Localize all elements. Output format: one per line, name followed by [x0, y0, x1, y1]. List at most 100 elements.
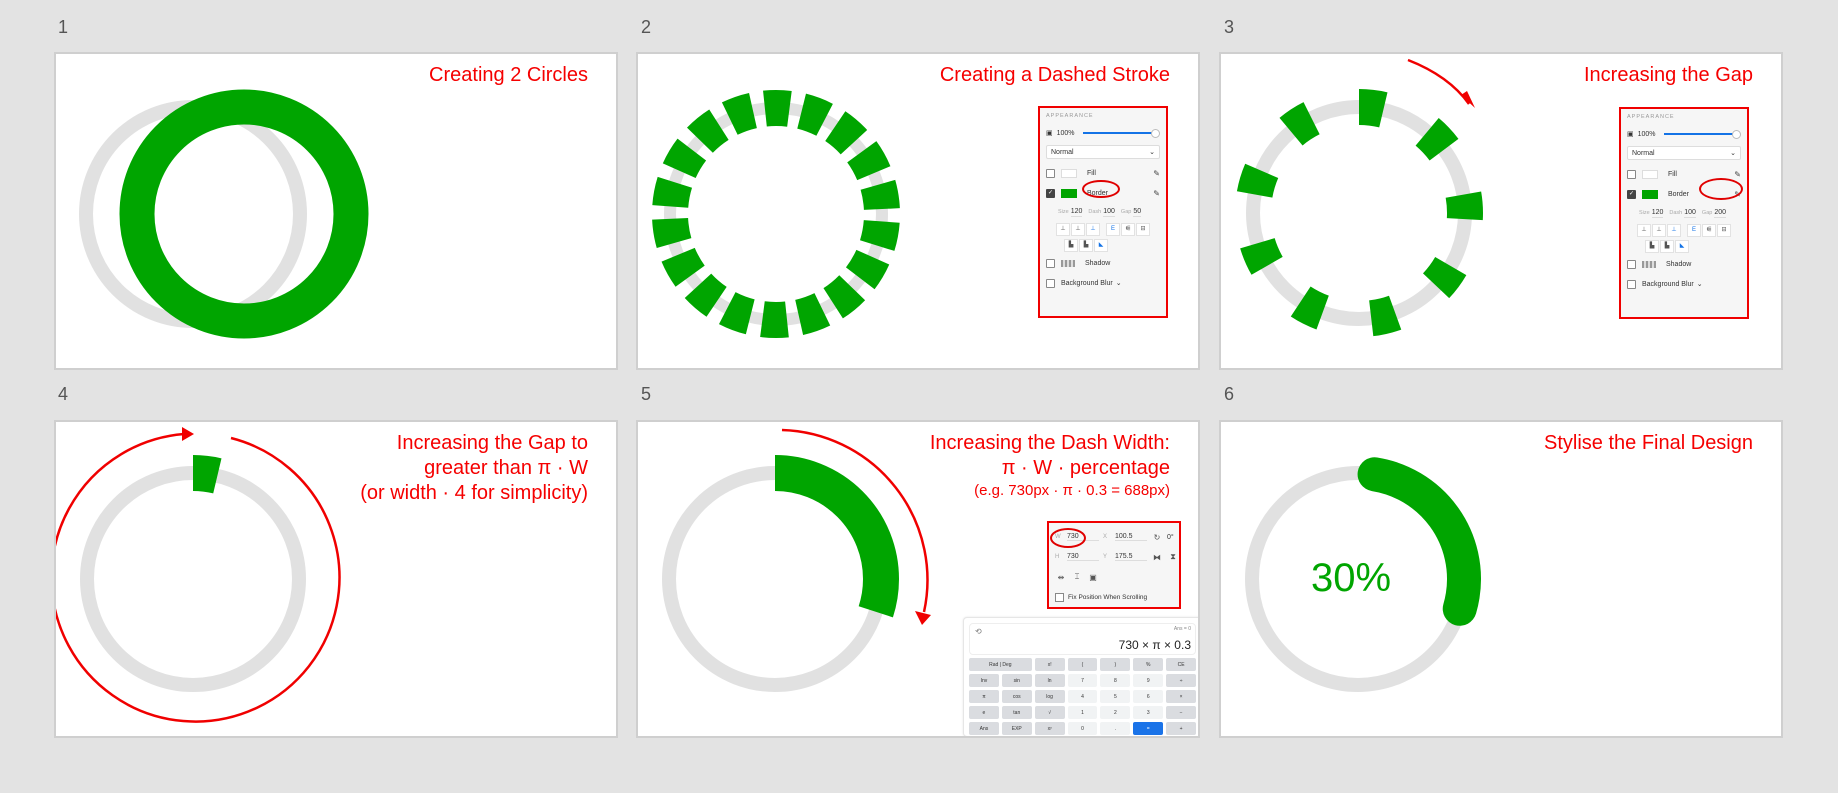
calc-key-rad-deg[interactable]: Rad | Deg	[969, 658, 1032, 671]
distribute-horizontal-icon[interactable]: ⇹	[1057, 572, 1065, 582]
calc-key-3[interactable]: 3	[1133, 706, 1164, 719]
calc-key-5[interactable]: 5	[1100, 690, 1131, 703]
fill-swatch[interactable]	[1642, 169, 1658, 179]
stroke-center-icon[interactable]: ⊥	[1086, 222, 1100, 236]
shadow-checkbox[interactable]	[1046, 258, 1055, 268]
calc-key-tan[interactable]: tan	[1001, 706, 1032, 719]
background-blur-checkbox[interactable]	[1627, 279, 1636, 289]
calc-key-ans[interactable]: Ans	[969, 722, 999, 735]
border-swatch[interactable]	[1642, 189, 1658, 199]
border-checkbox[interactable]: ✓	[1046, 188, 1055, 198]
calc-key-9[interactable]: 9	[1133, 674, 1164, 687]
calc-key-sin[interactable]: sin	[1001, 674, 1032, 687]
blend-mode-select[interactable]: Normal ⌄	[1627, 146, 1741, 160]
responsive-resize-icon[interactable]: ▣	[1089, 572, 1097, 582]
calc-key-sqrt[interactable]: √	[1034, 706, 1065, 719]
size-input[interactable]: 120	[1651, 208, 1664, 218]
calc-key-1[interactable]: 1	[1067, 706, 1098, 719]
border-checkbox[interactable]: ✓	[1627, 189, 1636, 199]
calc-key-8[interactable]: 8	[1100, 674, 1131, 687]
shadow-swatch[interactable]	[1642, 260, 1656, 268]
flip-horizontal-icon[interactable]: ⧓	[1153, 552, 1161, 562]
fill-checkbox[interactable]	[1627, 169, 1636, 179]
join-bevel-icon[interactable]: ▙	[1079, 238, 1093, 252]
cap-round-icon[interactable]: ⋹	[1121, 222, 1135, 236]
stroke-outer-icon[interactable]: ⊥	[1652, 223, 1666, 237]
step-title: Stylise the Final Design	[1544, 432, 1753, 454]
size-key: Size	[1058, 208, 1069, 215]
eyedropper-icon[interactable]: ✎	[1153, 188, 1160, 198]
eyedropper-icon[interactable]: ✎	[1734, 169, 1741, 179]
dash-input[interactable]: 100	[1103, 207, 1115, 217]
calc-key-6[interactable]: 6	[1133, 690, 1164, 703]
calc-key-inv[interactable]: Inv	[969, 674, 999, 687]
distribute-vertical-icon[interactable]: ⌶	[1074, 572, 1080, 581]
stroke-center-icon[interactable]: ⊥	[1667, 223, 1681, 237]
calc-key-log[interactable]: log	[1034, 690, 1065, 703]
calc-key-subtract[interactable]: −	[1166, 706, 1196, 719]
opacity-value[interactable]: 100%	[1637, 130, 1656, 138]
stroke-inner-icon[interactable]: ⊥	[1637, 223, 1651, 237]
gap-input[interactable]: 50	[1133, 207, 1142, 217]
stroke-outer-icon[interactable]: ⊥	[1071, 222, 1085, 236]
blend-mode-select[interactable]: Normal ⌄	[1046, 145, 1160, 159]
history-icon[interactable]: ⟲	[975, 627, 982, 636]
calc-key-equals[interactable]: =	[1133, 722, 1164, 735]
opacity-slider[interactable]	[1663, 130, 1742, 139]
calc-key-2[interactable]: 2	[1100, 706, 1131, 719]
calc-key-multiply[interactable]: ×	[1166, 690, 1196, 703]
calc-key-exp[interactable]: EXP	[1001, 722, 1032, 735]
calc-key-0[interactable]: 0	[1067, 722, 1098, 735]
chevron-down-icon[interactable]: ⌄	[1696, 281, 1703, 288]
calc-key-cos[interactable]: cos	[1001, 690, 1032, 703]
calculator-display: ⟲ Ans = 0 730 × π × 0.3	[969, 623, 1196, 655]
stroke-inner-icon[interactable]: ⊥	[1056, 222, 1070, 236]
dash-input[interactable]: 100	[1684, 208, 1696, 218]
dash-key: Dash	[1088, 208, 1102, 215]
border-swatch[interactable]	[1061, 188, 1077, 198]
shadow-swatch[interactable]	[1061, 259, 1075, 267]
calc-key-open-paren[interactable]: (	[1067, 658, 1098, 671]
flip-vertical-icon[interactable]: ⧗	[1170, 552, 1176, 561]
fill-checkbox[interactable]	[1046, 168, 1055, 178]
calc-key-ln[interactable]: ln	[1034, 674, 1065, 687]
chevron-down-icon[interactable]: ⌄	[1115, 280, 1122, 287]
shadow-checkbox[interactable]	[1627, 259, 1636, 269]
background-blur-label: Background Blur	[1642, 280, 1694, 288]
height-input[interactable]: 730	[1067, 553, 1099, 561]
gap-input[interactable]: 200	[1714, 208, 1727, 218]
join-round-icon[interactable]: ◣	[1675, 239, 1689, 253]
cap-square-icon[interactable]: ⊟	[1717, 223, 1731, 237]
calc-key-4[interactable]: 4	[1067, 690, 1098, 703]
calc-key-divide[interactable]: ÷	[1166, 674, 1196, 687]
cap-none-icon[interactable]: E	[1106, 222, 1120, 236]
rotation-input[interactable]: 0°	[1167, 533, 1174, 541]
fix-position-checkbox[interactable]	[1055, 592, 1064, 602]
calc-key-add[interactable]: +	[1166, 722, 1196, 735]
cap-square-icon[interactable]: ⊟	[1136, 222, 1150, 236]
background-blur-checkbox[interactable]	[1046, 278, 1055, 288]
cap-none-icon[interactable]: E	[1687, 223, 1701, 237]
join-bevel-icon[interactable]: ▙	[1660, 239, 1674, 253]
calc-key-power[interactable]: xʸ	[1034, 722, 1065, 735]
calc-key-e[interactable]: e	[969, 706, 999, 719]
step-title: Increasing the Gap	[1584, 64, 1753, 86]
opacity-value[interactable]: 100%	[1056, 129, 1075, 137]
fill-swatch[interactable]	[1061, 168, 1077, 178]
calc-key-clear[interactable]: CE	[1166, 658, 1196, 671]
size-input[interactable]: 120	[1070, 207, 1083, 217]
join-round-icon[interactable]: ◣	[1094, 238, 1108, 252]
y-input[interactable]: 175.5	[1115, 553, 1147, 561]
opacity-slider[interactable]	[1082, 129, 1161, 138]
calc-key-decimal[interactable]: .	[1100, 722, 1131, 735]
join-miter-icon[interactable]: ▙	[1064, 238, 1078, 252]
calc-key-pi[interactable]: π	[969, 690, 999, 703]
join-miter-icon[interactable]: ▙	[1645, 239, 1659, 253]
eyedropper-icon[interactable]: ✎	[1153, 168, 1160, 178]
cap-round-icon[interactable]: ⋹	[1702, 223, 1716, 237]
x-input[interactable]: 100.5	[1115, 533, 1147, 541]
calc-key-factorial[interactable]: x!	[1034, 658, 1065, 671]
calc-key-7[interactable]: 7	[1067, 674, 1098, 687]
calc-key-percent[interactable]: %	[1133, 658, 1164, 671]
calc-key-close-paren[interactable]: )	[1100, 658, 1131, 671]
